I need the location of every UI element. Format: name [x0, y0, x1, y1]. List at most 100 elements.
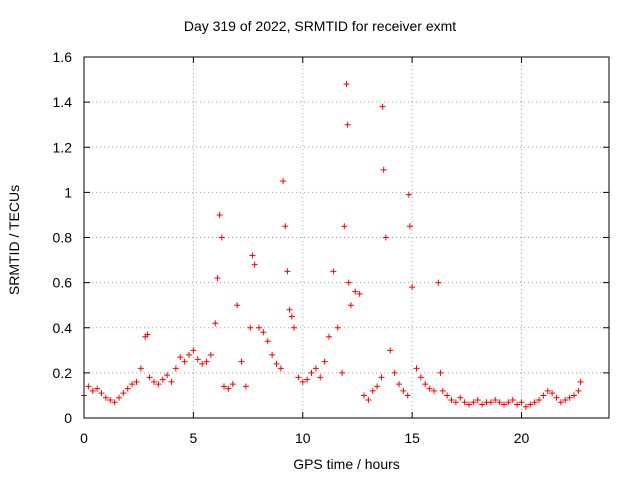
data-point [234, 302, 241, 309]
data-point [457, 394, 464, 401]
data-point [487, 399, 494, 406]
data-point [422, 381, 429, 388]
axis-ticks: 0 0.2 0.4 0.6 0.8 1 1.2 1.4 1.6 0 5 10 15 20 [53, 49, 609, 446]
data-point [345, 279, 352, 286]
data-point [396, 381, 402, 388]
data-point [391, 369, 398, 376]
y-tick-label: 0.8 [53, 230, 73, 246]
data-point [299, 378, 306, 385]
y-tick-label: 1 [64, 184, 72, 200]
data-point [378, 374, 385, 381]
data-point [256, 324, 262, 331]
data-point [566, 394, 573, 401]
data-point [334, 324, 341, 331]
data-point [207, 351, 214, 358]
x-tick-label: 10 [295, 430, 311, 446]
data-point [400, 387, 407, 394]
data-point [277, 365, 284, 372]
data-point [273, 360, 280, 367]
data-point [509, 396, 516, 403]
data-point [380, 166, 387, 173]
data-point [496, 399, 503, 406]
data-series-srmtid [81, 81, 584, 410]
data-point [379, 103, 386, 110]
data-point [404, 392, 411, 399]
data-point [172, 365, 179, 372]
grid-lines [84, 57, 609, 418]
data-point [116, 394, 122, 401]
data-point [212, 320, 219, 327]
data-point [439, 387, 446, 394]
data-point [536, 396, 542, 403]
data-point [352, 288, 359, 295]
data-point [264, 338, 271, 345]
data-point [577, 378, 584, 385]
data-point [282, 223, 289, 230]
data-point [474, 396, 481, 403]
data-point [291, 324, 297, 331]
data-point [435, 279, 442, 286]
data-point [94, 385, 101, 392]
data-point [531, 399, 538, 406]
data-point [288, 313, 295, 320]
data-point [214, 275, 221, 282]
data-point [247, 324, 254, 331]
data-point [470, 399, 477, 406]
y-tick-label: 0.6 [53, 275, 73, 291]
data-point [168, 378, 175, 385]
y-tick-label: 1.2 [53, 139, 73, 155]
data-point [190, 347, 197, 354]
data-point [374, 383, 381, 390]
data-point [159, 376, 166, 383]
x-tick-label: 0 [80, 430, 88, 446]
data-point [365, 396, 372, 403]
data-point [181, 358, 188, 365]
data-point [406, 223, 413, 230]
data-point [137, 365, 144, 372]
data-point [417, 374, 424, 381]
data-point [343, 81, 350, 88]
data-point [571, 392, 577, 399]
data-point [341, 223, 348, 230]
data-point [413, 365, 420, 372]
data-point [129, 381, 136, 388]
data-point [295, 374, 302, 381]
data-point [326, 333, 332, 340]
data-point [549, 390, 556, 397]
data-point [107, 396, 114, 403]
data-point [98, 390, 105, 397]
data-point [382, 234, 389, 241]
y-tick-label: 1.6 [53, 49, 73, 65]
data-point [461, 399, 468, 406]
data-point [369, 387, 376, 394]
data-point [518, 399, 525, 406]
data-point [492, 396, 499, 403]
data-point [409, 284, 416, 291]
data-point [199, 360, 206, 367]
y-tick-label: 0.4 [53, 320, 73, 336]
data-point [522, 403, 529, 410]
data-point [111, 399, 118, 406]
data-point [186, 351, 192, 358]
data-point [356, 290, 363, 297]
data-point [194, 356, 201, 363]
x-tick-label: 5 [189, 430, 197, 446]
data-point [155, 381, 162, 388]
data-point [339, 369, 346, 376]
data-point [304, 376, 311, 383]
data-point [557, 399, 564, 406]
data-point [575, 387, 582, 394]
data-point [269, 351, 276, 358]
data-point [203, 358, 210, 365]
data-point [120, 390, 127, 397]
data-point [242, 383, 249, 390]
data-point [361, 392, 367, 399]
data-point [216, 211, 223, 218]
data-point [452, 399, 459, 406]
data-point [501, 401, 507, 408]
data-point [85, 383, 92, 390]
data-point [164, 372, 171, 379]
data-point [330, 268, 337, 275]
data-point [317, 374, 324, 381]
